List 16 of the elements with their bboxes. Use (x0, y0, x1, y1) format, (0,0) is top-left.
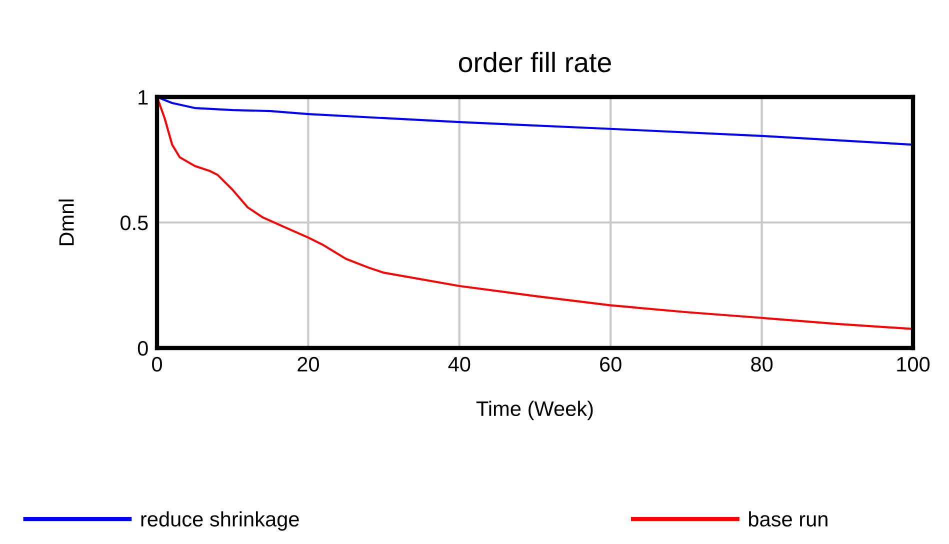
line-series (157, 97, 913, 330)
x-tick-label: 40 (448, 356, 470, 372)
x-tick-label: 0 (152, 356, 162, 372)
chart-title: order fill rate (458, 52, 611, 72)
y-tick-label: 0.5 (120, 216, 148, 230)
y-axis-title: Dmnl (58, 200, 74, 246)
y-tick-label: 0 (138, 341, 148, 356)
legend-label: base run (749, 511, 828, 527)
x-tick-label: 20 (298, 356, 319, 372)
y-tick-label: 1 (138, 90, 148, 105)
x-axis-title: Time (Week) (476, 400, 593, 420)
x-tick-label: 80 (751, 356, 773, 372)
x-tick-label: 100 (897, 356, 930, 372)
legend-label: reduce shrinkage (141, 511, 299, 531)
x-tick-label: 60 (600, 356, 622, 372)
line-series (157, 97, 913, 146)
